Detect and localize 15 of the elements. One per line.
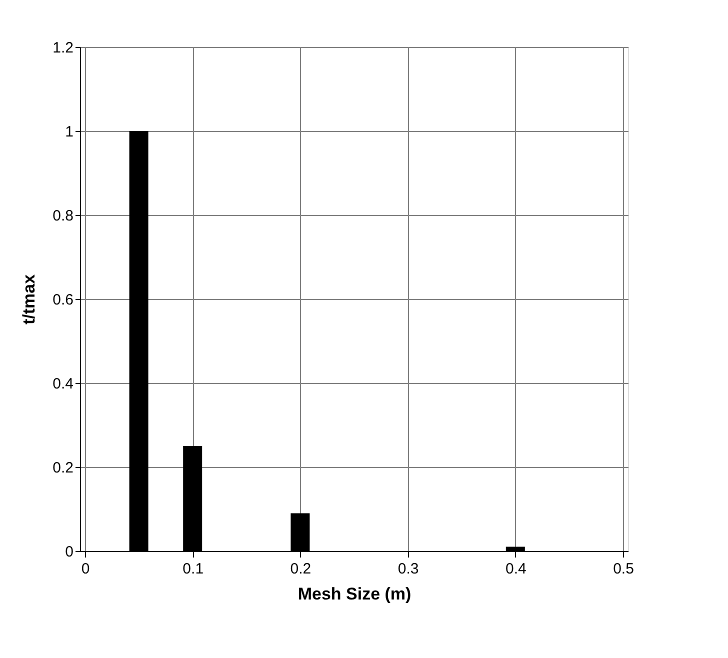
y-tick-label: 0.8 bbox=[52, 208, 74, 224]
y-tick-label: 0.2 bbox=[52, 460, 74, 476]
x-tick-label: 0.5 bbox=[613, 560, 634, 578]
y-tick-label: 0.6 bbox=[52, 292, 74, 308]
y-axis-title: t/tmax bbox=[20, 274, 39, 325]
x-tick-label: 0.4 bbox=[505, 560, 526, 578]
x-tick-label: 0.3 bbox=[398, 560, 419, 578]
y-tick-label: 0.4 bbox=[52, 376, 74, 392]
y-tick-label: 1.2 bbox=[52, 40, 74, 56]
x-tick-label: 0.2 bbox=[290, 560, 312, 578]
y-tick-label: 0 bbox=[65, 544, 74, 560]
x-tick-label: 0.1 bbox=[182, 560, 204, 578]
x-axis-title: Mesh Size (m) bbox=[298, 584, 412, 604]
x-tick-label: 0 bbox=[81, 560, 90, 578]
y-tick-label: 1 bbox=[65, 124, 74, 140]
